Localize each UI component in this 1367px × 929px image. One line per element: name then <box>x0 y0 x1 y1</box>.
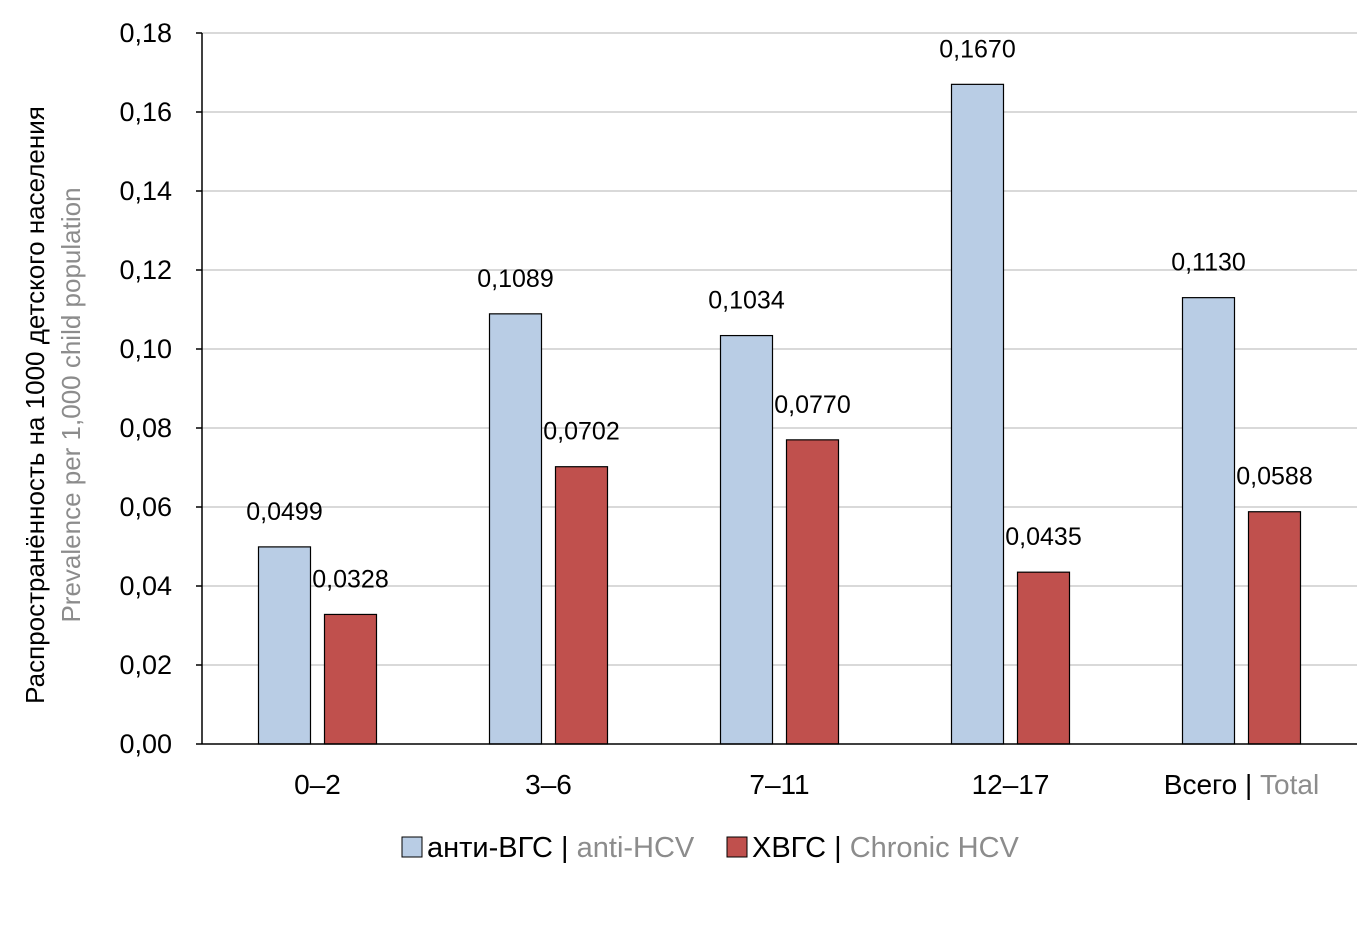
y-tick-label: 0,18 <box>119 18 172 48</box>
data-label: 0,0702 <box>543 418 619 446</box>
y-tick-label: 0,02 <box>119 650 172 680</box>
bar-anti-hcv <box>719 334 774 745</box>
data-labels: 0,0499 0,0328 0,1089 0,0702 0,1034 0,0770 0,16… <box>246 35 1312 593</box>
legend-swatch-chronic-hcv <box>726 836 748 858</box>
svg-text:анти-ВГС | anti-HCV: анти-ВГС | anti-HCV <box>427 832 695 864</box>
legend-swatch-anti-hcv <box>401 836 423 858</box>
data-label: 0,1670 <box>939 35 1015 63</box>
x-axis-ticks: 0–2 3–6 7–11 12–17 Всего | Total <box>294 769 1319 800</box>
legend-label-en: Chronic HCV <box>850 832 1020 864</box>
x-tick-label: 7–11 <box>749 769 809 800</box>
bar-anti-hcv <box>488 313 543 745</box>
bar-chronic-hcv <box>1247 511 1302 745</box>
gridlines <box>202 32 1357 666</box>
data-label: 0,0588 <box>1236 463 1312 491</box>
y-axis-ticks: 0,00 0,02 0,04 0,06 0,08 0,10 0,12 0,14 0,16 0,18 <box>119 18 202 759</box>
x-tick-label: 0–2 <box>294 769 341 800</box>
data-label: 0,0770 <box>774 391 850 419</box>
legend-label-ru: ХВГС <box>752 832 826 864</box>
x-tick-label: 3–6 <box>525 769 572 800</box>
data-label: 0,1089 <box>477 265 553 293</box>
bar-chronic-hcv <box>1016 571 1071 745</box>
bar-chronic-hcv <box>785 439 840 745</box>
legend-label-en: anti-HCV <box>577 832 695 864</box>
y-tick-label: 0,16 <box>119 97 172 127</box>
y-tick-label: 0,04 <box>119 571 172 601</box>
x-tick-label: Всего | Total <box>1164 769 1319 800</box>
y-tick-label: 0,06 <box>119 492 172 522</box>
data-label: 0,1130 <box>1171 249 1246 277</box>
data-label: 0,0435 <box>1005 523 1081 551</box>
bar-chronic-hcv <box>554 466 609 745</box>
y-tick-label: 0,10 <box>119 334 172 364</box>
data-label: 0,1034 <box>708 287 785 315</box>
bar-anti-hcv <box>950 83 1005 745</box>
y-tick-label: 0,14 <box>119 176 172 206</box>
y-axis-title-en: Prevalence per 1,000 child population <box>56 187 86 622</box>
bar-chronic-hcv <box>323 613 378 745</box>
data-label: 0,0499 <box>246 498 322 526</box>
y-tick-label: 0,08 <box>119 413 172 443</box>
y-tick-label: 0,00 <box>119 729 172 759</box>
bar-anti-hcv <box>1181 297 1236 745</box>
svg-text:ХВГС | Chronic HCV: ХВГС | Chronic HCV <box>752 832 1020 864</box>
data-label: 0,0328 <box>312 565 388 593</box>
legend-label-ru: анти-ВГС <box>427 832 553 864</box>
x-tick-label: 12–17 <box>972 769 1050 800</box>
legend: анти-ВГС | anti-HCV ХВГС | Chronic HCV <box>401 832 1020 864</box>
y-axis-title: Распространённость на 1000 детского насе… <box>20 106 50 704</box>
y-tick-label: 0,12 <box>119 255 172 285</box>
bars <box>257 83 1302 745</box>
bar-anti-hcv <box>257 546 312 745</box>
